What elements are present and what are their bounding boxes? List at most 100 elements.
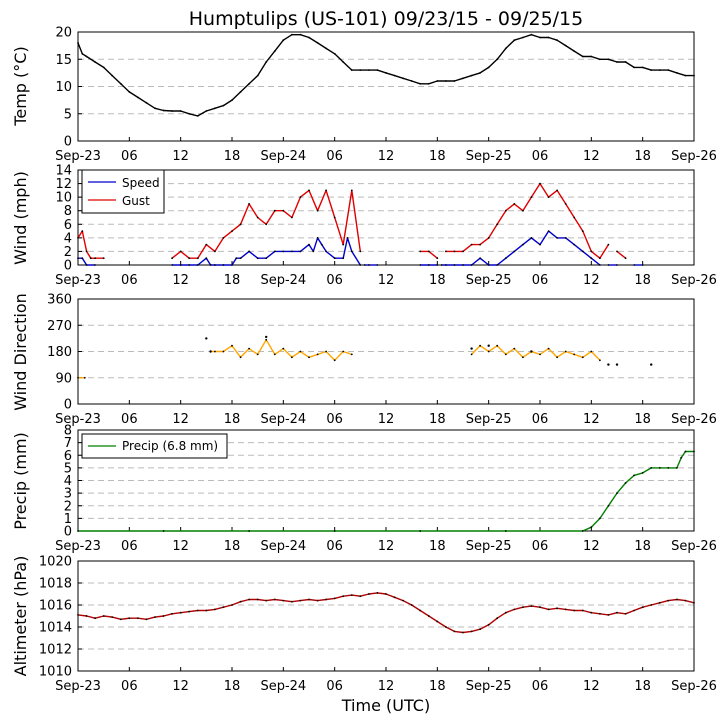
altimeter-altimeter-point [85, 615, 88, 617]
wind-gust-point [171, 257, 174, 260]
wind-speed-point [231, 264, 233, 266]
wind-speed-point [325, 250, 327, 253]
temp-temp-point [684, 74, 687, 77]
altimeter-altimeter-point [359, 595, 362, 598]
wind-gust-point [427, 250, 430, 253]
temp-temp-point [402, 77, 404, 80]
temp-temp-point [308, 36, 310, 39]
precip-precip-6-8-mm-point [419, 530, 422, 532]
precip-x-axis: Sep-23 06 12 18 Sep-24 06 12 18 Sep-25 06 12 18 Sep-… [55, 527, 717, 554]
wind-x-tick-label: 18 [634, 273, 651, 288]
temp-temp-point [599, 58, 601, 61]
wind-legend-box [81, 169, 165, 214]
altimeter-x-tick-label: 18 [634, 679, 651, 694]
precip-precip-6-8-mm-point [684, 450, 687, 453]
wind-x-tick-label: 06 [121, 273, 138, 288]
wind-gust-point [316, 209, 319, 212]
altimeter-altimeter-point [342, 595, 345, 598]
temp-temp-point [667, 69, 670, 71]
temp-temp-point [547, 36, 550, 39]
temp-temp-point [111, 74, 114, 77]
wind-gust-point [522, 209, 524, 212]
direction-direction-samples-point [205, 337, 208, 340]
altimeter-altimeter-point [102, 615, 105, 617]
direction-x-tick-label: 12 [583, 412, 600, 427]
altimeter-x-tick-label: Sep-24 [260, 679, 306, 694]
wind-y-label: Wind (mph) [11, 171, 30, 265]
altimeter-x-tick-label: Sep-25 [466, 679, 512, 694]
precip-y-tick-label: 3 [64, 487, 72, 502]
wind-gust-point [231, 230, 233, 233]
direction-direction-point [222, 350, 225, 353]
temp-temp-point [316, 42, 319, 44]
altimeter-altimeter-point [573, 609, 576, 612]
temp-x-tick-label: 12 [583, 149, 600, 164]
altimeter-x-tick-label: 18 [224, 679, 241, 694]
temp-temp-point [231, 99, 233, 101]
wind-speed-point [376, 264, 379, 266]
wind-gust-point [299, 196, 302, 199]
wind-speed-point [539, 243, 541, 246]
wind-speed-point [496, 264, 499, 266]
precip-x-tick-label: 12 [583, 539, 600, 554]
temp-temp-point [256, 74, 259, 77]
wind-gust-point [453, 250, 456, 253]
wind-speed-point [77, 257, 79, 260]
precip-x-tick-label: 18 [224, 539, 241, 554]
precip-y-tick-label: 4 [64, 474, 72, 489]
altimeter-y-tick-label: 1016 [39, 599, 72, 614]
wind-x-tick-label: 12 [378, 273, 395, 288]
direction-y-tick-label: 0 [64, 398, 72, 413]
altimeter-altimeter-point [410, 604, 413, 606]
wind-speed-point [504, 257, 507, 260]
direction-direction-point [564, 350, 567, 353]
temp-temp-point [453, 80, 456, 82]
altimeter-altimeter-point [427, 615, 430, 617]
temp-temp-line [77, 34, 694, 117]
direction-direction-point [590, 350, 593, 353]
temp-temp-point [658, 69, 661, 71]
direction-series [77, 335, 653, 379]
direction-direction-point [291, 356, 293, 359]
wind-speed-point [427, 264, 430, 266]
precip-series [77, 450, 695, 532]
wind-x-tick-label: 18 [429, 273, 446, 288]
wind-x-tick-label: Sep-23 [55, 273, 101, 288]
wind-gust-point [248, 203, 251, 205]
wind-gust-point [539, 182, 541, 185]
wind-plot-frame [77, 169, 695, 266]
direction-x-tick-label: 18 [634, 412, 651, 427]
temp-x-tick-label: 18 [429, 149, 446, 164]
temp-temp-point [581, 55, 584, 58]
direction-direction-point [342, 350, 345, 353]
temp-temp-point [350, 69, 353, 71]
precip-precip-6-8-mm-point [693, 450, 695, 453]
wind-gust-point [359, 250, 362, 253]
precip-precip-6-8-mm-point [599, 517, 601, 520]
wind-gust-point [599, 257, 601, 260]
direction-direction-point [308, 356, 310, 359]
direction-direction-point [470, 353, 473, 356]
altimeter-altimeter-point [445, 626, 447, 628]
temp-temp-point [299, 33, 302, 36]
wind-speed-point [522, 243, 524, 246]
precip-y-label: Precip (mm) [11, 432, 30, 530]
altimeter-series [77, 592, 695, 634]
direction-direction-point [573, 353, 576, 356]
altimeter-x-tick-label: 06 [326, 679, 343, 694]
altimeter-x-axis: Sep-23 06 12 18 Sep-24 06 12 18 Sep-25 06 12 18 Sep-… [55, 667, 717, 694]
direction-x-tick-label: 06 [532, 412, 549, 427]
temp-temp-point [479, 72, 481, 74]
altimeter-altimeter-point [205, 609, 208, 612]
wind-gust-point [239, 223, 242, 226]
altimeter-altimeter-point [188, 610, 191, 613]
altimeter-altimeter-point [385, 593, 387, 595]
precip-precip-6-8-mm-point [667, 467, 670, 469]
wind-speed-point [513, 250, 516, 253]
direction-direction-point [599, 359, 601, 362]
wind-x-tick-label: 12 [172, 273, 189, 288]
precip-precip-6-8-mm-point [581, 530, 584, 532]
wind-x-tick-label: 06 [326, 273, 343, 288]
temp-temp-point [393, 74, 396, 77]
direction-direction-point [496, 344, 499, 347]
